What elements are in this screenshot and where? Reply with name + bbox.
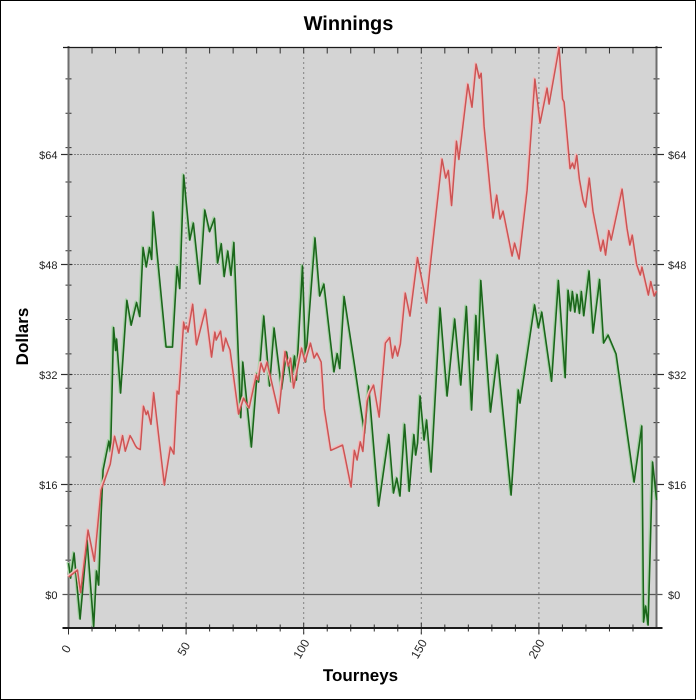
svg-text:$32: $32 (668, 370, 686, 382)
svg-text:$16: $16 (668, 480, 686, 492)
svg-text:150: 150 (408, 637, 430, 662)
svg-text:$48: $48 (39, 260, 57, 272)
svg-text:$0: $0 (45, 590, 57, 602)
svg-text:50: 50 (174, 639, 193, 658)
svg-text:$0: $0 (668, 590, 680, 602)
svg-text:100: 100 (290, 637, 312, 662)
svg-text:0: 0 (59, 642, 75, 655)
svg-text:$64: $64 (668, 150, 686, 162)
svg-text:$16: $16 (39, 480, 57, 492)
svg-text:Winnings: Winnings (304, 13, 394, 35)
svg-text:$32: $32 (39, 370, 57, 382)
svg-text:Tourneys: Tourneys (323, 666, 398, 685)
svg-text:200: 200 (526, 637, 548, 662)
svg-text:$64: $64 (39, 150, 57, 162)
svg-text:$48: $48 (668, 260, 686, 272)
svg-text:Dollars: Dollars (13, 308, 32, 366)
